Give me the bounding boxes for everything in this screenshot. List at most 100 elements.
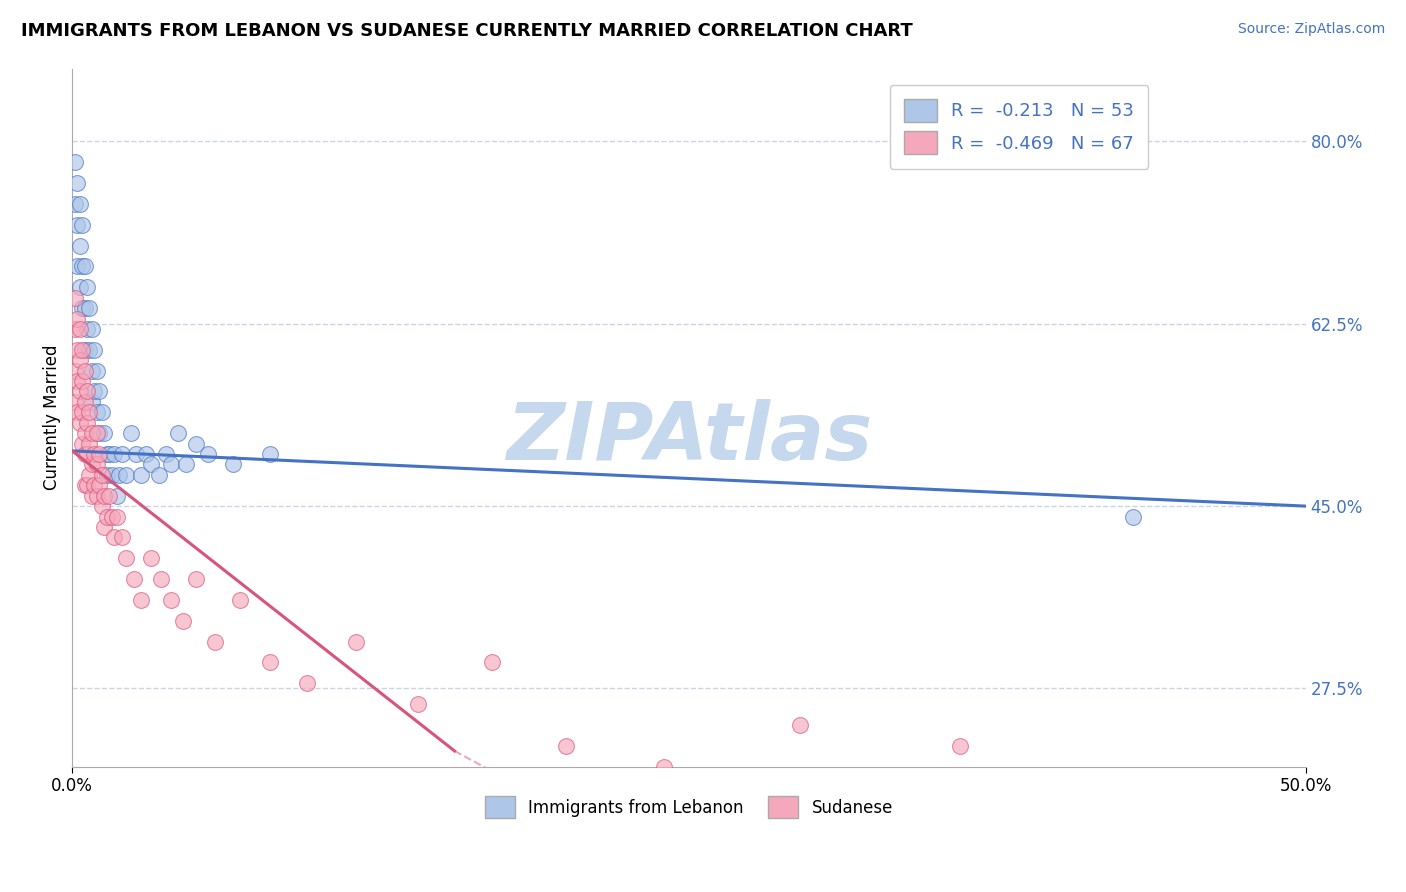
Point [129,467,152,482]
Point [150,572,173,586]
Point [141,551,163,566]
Point [141,458,163,472]
Point [105,489,128,503]
Point [66,176,89,190]
Point [79,301,101,315]
Point [69,280,91,294]
Point [229,592,252,607]
Text: IMMIGRANTS FROM LEBANON VS SUDANESE CURRENTLY MARRIED CORRELATION CHART: IMMIGRANTS FROM LEBANON VS SUDANESE CURR… [21,22,912,40]
Point [96,447,118,461]
Point [70,374,93,388]
Point [949,739,972,753]
Point [70,436,93,450]
Point [259,447,281,461]
Point [160,592,183,607]
Point [129,592,152,607]
Point [93,520,115,534]
Point [73,260,96,274]
Point [63,291,86,305]
Point [110,530,132,544]
Point [115,467,138,482]
Point [120,426,142,441]
Point [76,384,98,399]
Point [98,447,121,461]
Point [481,656,503,670]
Text: ZIPAtlas: ZIPAtlas [506,400,872,477]
Point [69,197,91,211]
Point [76,447,98,461]
Point [105,509,128,524]
Point [69,384,91,399]
Point [83,384,105,399]
Point [70,260,93,274]
Point [554,739,576,753]
Point [100,509,122,524]
Point [80,395,103,409]
Point [63,364,86,378]
Point [76,416,98,430]
Text: Source: ZipAtlas.com: Source: ZipAtlas.com [1237,22,1385,37]
Point [69,322,91,336]
Point [344,634,367,648]
Point [103,530,125,544]
Point [69,238,91,252]
Point [406,697,429,711]
Point [110,447,132,461]
Point [80,489,103,503]
Point [83,447,105,461]
Point [76,280,98,294]
Point [125,447,148,461]
Point [70,218,93,232]
Point [83,478,105,492]
Point [259,656,281,670]
Point [96,509,118,524]
Point [70,301,93,315]
Point [66,218,89,232]
Point [172,614,194,628]
Point [73,426,96,441]
Point [160,458,183,472]
Point [148,467,170,482]
Point [73,301,96,315]
Point [93,426,115,441]
Point [184,436,207,450]
Point [70,405,93,419]
Point [90,405,112,419]
Point [89,447,111,461]
Point [73,364,96,378]
Point [76,322,98,336]
Point [96,467,118,482]
Point [83,343,105,357]
Point [66,374,89,388]
Point [79,436,101,450]
Point [73,395,96,409]
Point [80,322,103,336]
Point [93,489,115,503]
Point [89,478,111,492]
Point [63,197,86,211]
Point [1122,509,1144,524]
Point [63,155,86,169]
Point [197,447,219,461]
Point [86,364,108,378]
Point [204,634,226,648]
Point [108,467,131,482]
Point [122,572,145,586]
Point [73,343,96,357]
Point [89,426,111,441]
Point [86,426,108,441]
Point [155,447,177,461]
Point [79,343,101,357]
Y-axis label: Currently Married: Currently Married [44,345,60,491]
Point [69,416,91,430]
Point [76,478,98,492]
Point [79,405,101,419]
Point [135,447,157,461]
Point [100,467,122,482]
Point [86,458,108,472]
Point [86,489,108,503]
Point [98,489,121,503]
Point [174,458,197,472]
Point [652,759,675,773]
Point [66,343,89,357]
